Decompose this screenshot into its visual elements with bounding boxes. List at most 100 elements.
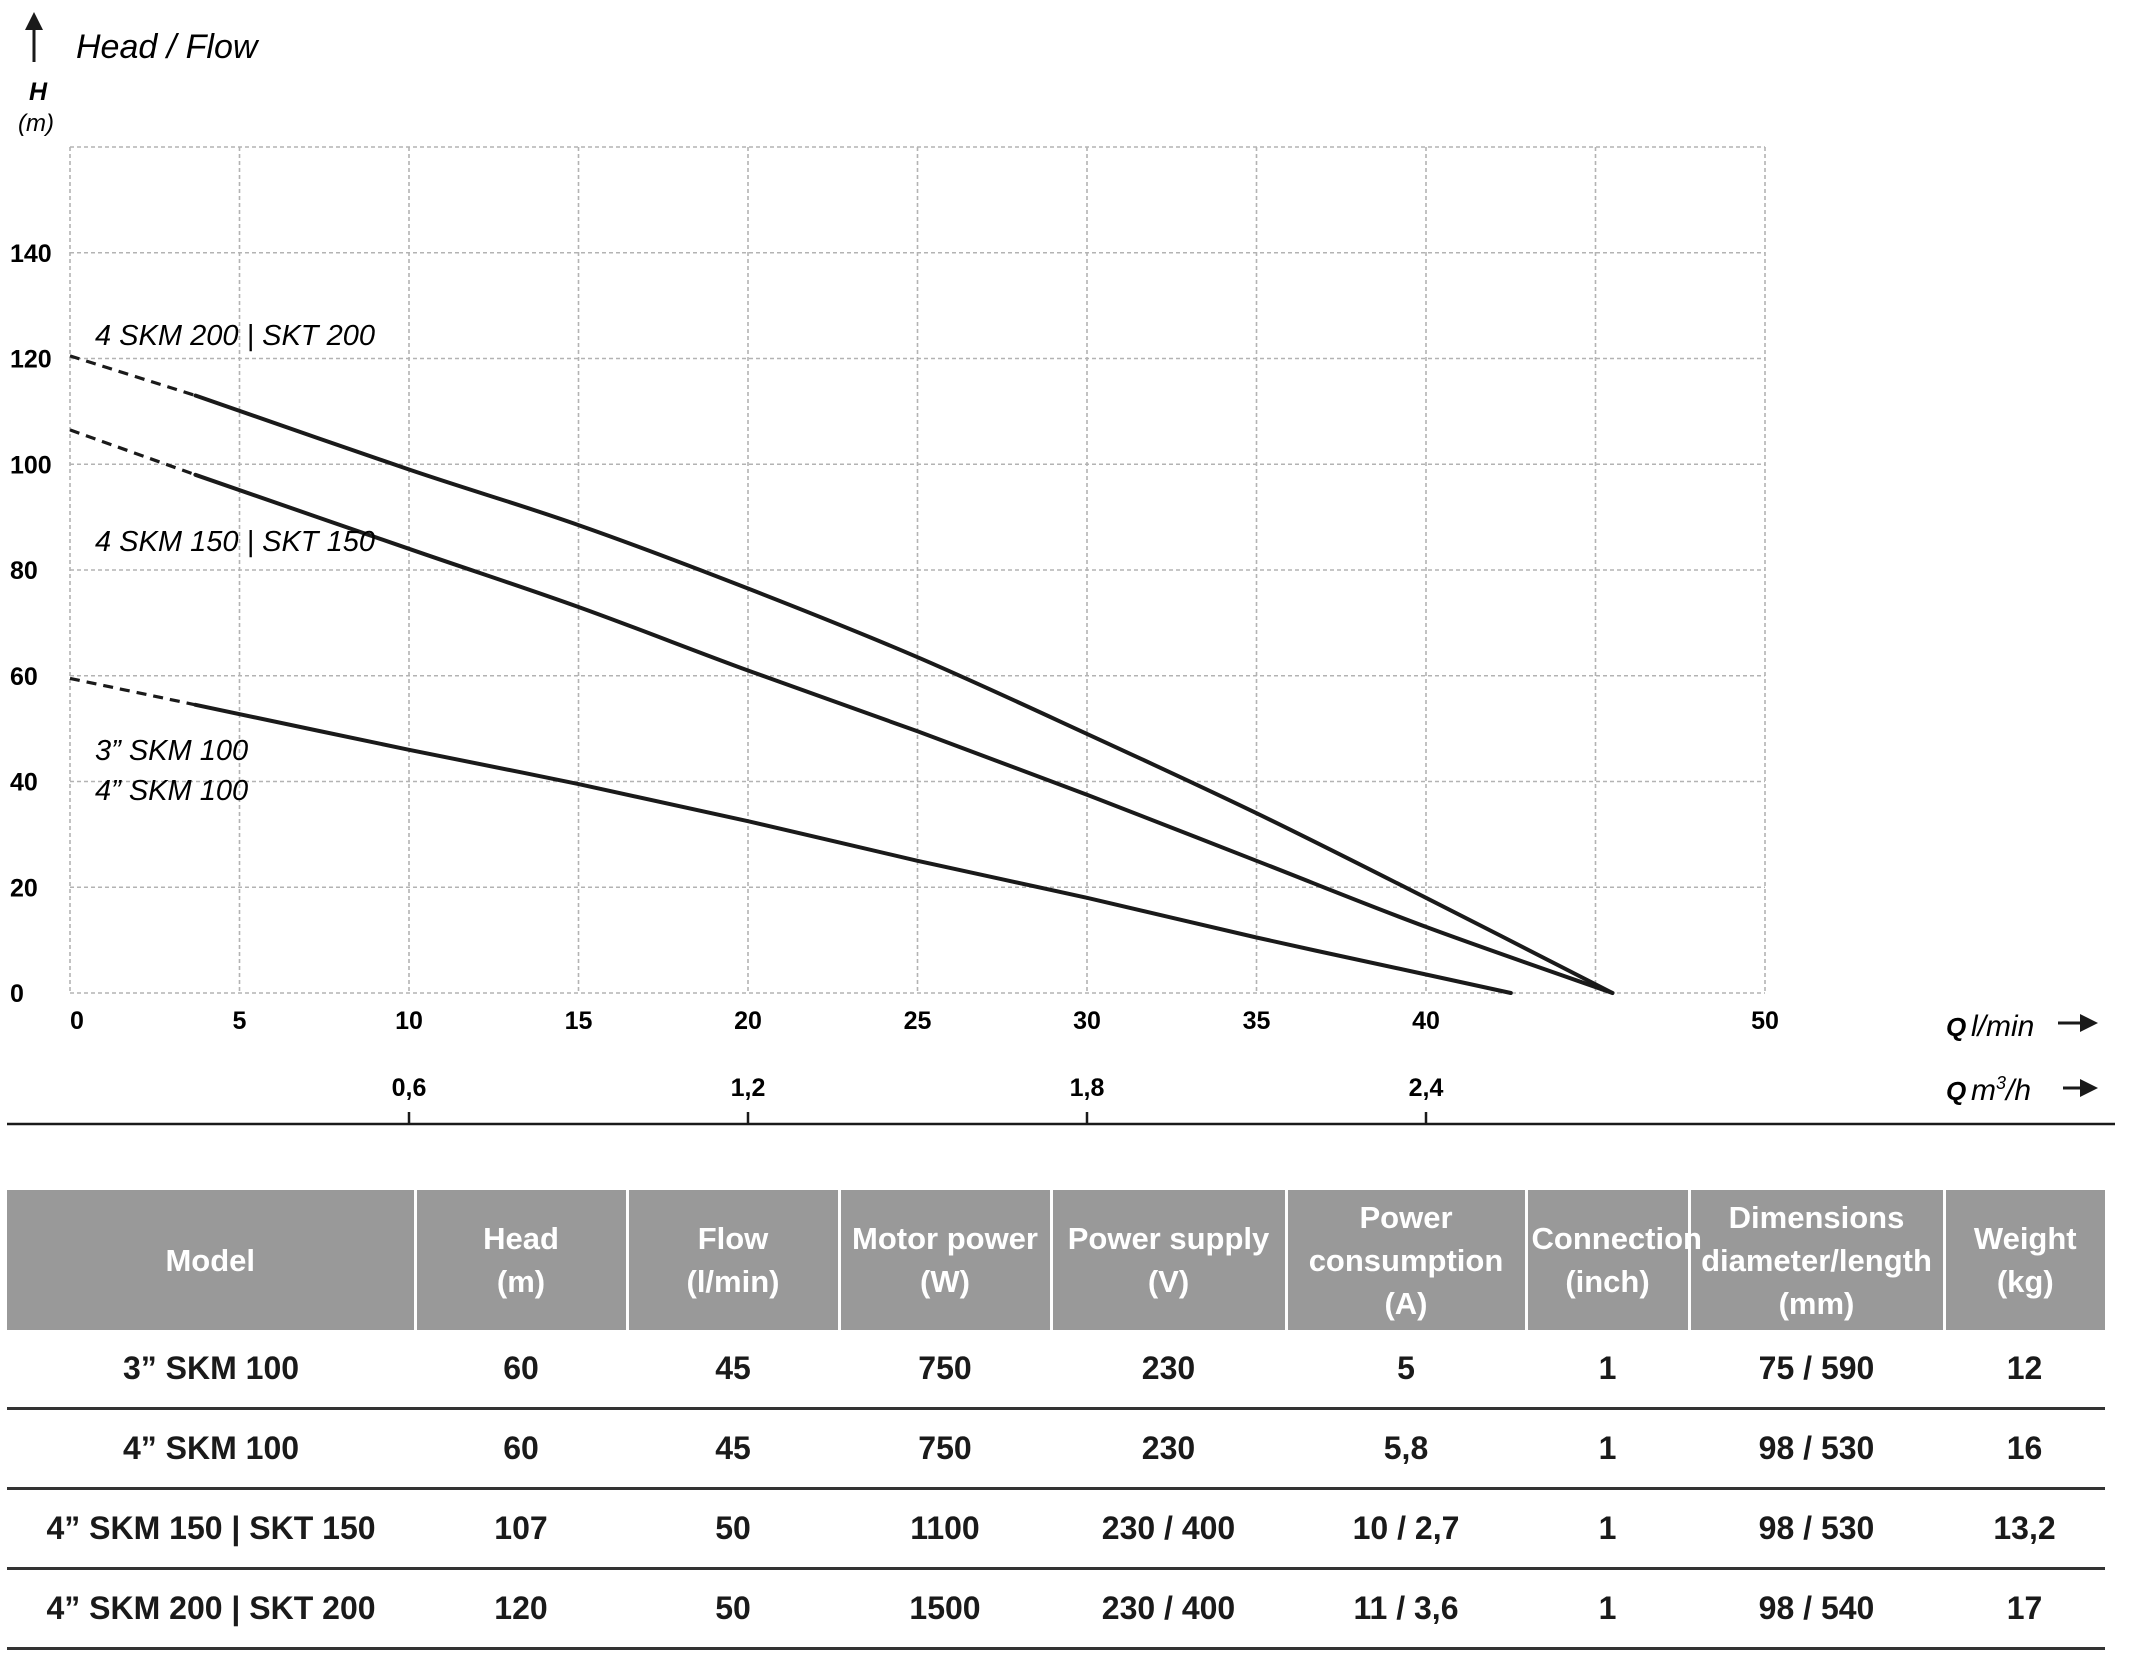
cell-connection: 1: [1526, 1408, 1689, 1490]
cell-dimensions: 98 / 540: [1689, 1568, 1944, 1650]
pump-curve: [193, 393, 1615, 995]
head-flow-chart: Head / Flow H (m) 0 20 40 60 80 100 120 140 0 5 1…: [7, 12, 2115, 1126]
x2-tick-label: 2,4: [1409, 1074, 1444, 1102]
x2-tick-label: 0,6: [392, 1074, 427, 1102]
curve-labels: 4 SKM 200 | SKT 200 4 SKM 150 | SKT 150 3”…: [95, 320, 375, 807]
cell-head: 107: [415, 1488, 627, 1570]
pump-curve-dashed-segment: [69, 354, 196, 398]
specification-table: Model Head (m) Flow (l/min) Motor power …: [7, 1190, 2105, 1650]
x2-tick-label: 1,2: [731, 1074, 766, 1102]
cell-connection: 1: [1526, 1330, 1689, 1410]
x-axis-arrow-lmin: [2058, 1014, 2098, 1032]
cell-connection: 1: [1526, 1568, 1689, 1650]
x2-tick-labels: 0,6 1,2 1,8 2,4: [392, 1074, 1444, 1124]
x-tick-label: 10: [395, 1007, 423, 1035]
header-flow: Flow (l/min): [627, 1190, 841, 1330]
cell-motor-power: 750: [839, 1330, 1051, 1410]
pump-curve: [193, 472, 1615, 995]
chart-title: Head / Flow: [76, 28, 260, 66]
x-tick-label: 25: [904, 1007, 932, 1035]
x-tick-label: 20: [734, 1007, 762, 1035]
table-row: 4” SKM 200 | SKT 200 120 50 1500 230 / 4…: [7, 1568, 2105, 1650]
cell-power-supply: 230 / 400: [1051, 1488, 1286, 1570]
cell-model: 3” SKM 100: [7, 1330, 415, 1410]
curve-label: 4 SKM 150 | SKT 150: [95, 526, 375, 558]
cell-dimensions: 98 / 530: [1689, 1408, 1944, 1490]
curve-label: 3” SKM 100: [95, 735, 248, 767]
curve-label: 4 SKM 200 | SKT 200: [95, 320, 375, 352]
y-tick-label: 120: [10, 346, 52, 374]
svg-text:m3/h: m3/h: [1971, 1073, 2031, 1107]
cell-model: 4” SKM 150 | SKT 150: [7, 1488, 415, 1570]
y-tick-label: 140: [10, 240, 52, 268]
y-tick-label: 0: [10, 980, 24, 1008]
cell-motor-power: 750: [839, 1408, 1051, 1490]
cell-flow: 50: [627, 1488, 839, 1570]
cell-weight: 12: [1944, 1330, 2105, 1410]
x-axis-label-lmin: Q l/min: [1946, 1010, 2034, 1043]
cell-flow: 50: [627, 1568, 839, 1650]
x2-tick-label: 1,8: [1070, 1074, 1105, 1102]
x-tick-label: 15: [565, 1007, 593, 1035]
x-tick-label: 0: [70, 1007, 84, 1035]
header-head: Head (m): [415, 1190, 629, 1330]
y-tick-label: 100: [10, 451, 52, 479]
table-header-row: Model Head (m) Flow (l/min) Motor power …: [7, 1190, 2105, 1330]
x-tick-label: 30: [1073, 1007, 1101, 1035]
cell-dimensions: 75 / 590: [1689, 1330, 1944, 1410]
y-tick-labels: 0 20 40 60 80 100 120 140: [10, 240, 52, 1008]
cell-power-supply: 230: [1051, 1330, 1286, 1410]
y-tick-label: 40: [10, 769, 38, 797]
x-tick-label: 5: [233, 1007, 247, 1035]
cell-connection: 1: [1526, 1488, 1689, 1570]
y-tick-label: 80: [10, 557, 38, 585]
svg-text:Q: Q: [1946, 1012, 1966, 1042]
curve-label: 4” SKM 100: [95, 775, 248, 807]
pump-curve: [193, 702, 1513, 995]
cell-head: 120: [415, 1568, 627, 1650]
header-weight: Weight (kg): [1944, 1190, 2105, 1330]
cell-weight: 16: [1944, 1408, 2105, 1490]
cell-dimensions: 98 / 530: [1689, 1488, 1944, 1570]
table-row: 4” SKM 150 | SKT 150 107 50 1100 230 / 4…: [7, 1488, 2105, 1570]
pump-curves: [69, 354, 1615, 995]
cell-flow: 45: [627, 1408, 839, 1490]
svg-text:l/min: l/min: [1971, 1010, 2034, 1043]
chart-grid: [69, 146, 1766, 994]
x-tick-label: 35: [1243, 1007, 1271, 1035]
x-tick-label: 40: [1412, 1007, 1440, 1035]
pump-curve-dashed-segment: [69, 676, 196, 707]
x-tick-labels: 0 5 10 15 20 25 30 35 40 50: [70, 1007, 1779, 1035]
cell-motor-power: 1100: [839, 1488, 1051, 1570]
table-row: 3” SKM 100 60 45 750 230 5 1 75 / 590 12: [7, 1330, 2105, 1410]
table-row: 4” SKM 100 60 45 750 230 5,8 1 98 / 530 …: [7, 1408, 2105, 1490]
y-tick-label: 20: [10, 874, 38, 902]
cell-head: 60: [415, 1408, 627, 1490]
cell-power-consumption: 10 / 2,7: [1286, 1488, 1526, 1570]
cell-power-supply: 230 / 400: [1051, 1568, 1286, 1650]
cell-motor-power: 1500: [839, 1568, 1051, 1650]
header-dimensions: Dimensions diameter/length (mm): [1689, 1190, 1946, 1330]
header-power-supply: Power supply (V): [1051, 1190, 1288, 1330]
cell-weight: 17: [1944, 1568, 2105, 1650]
pump-curve-dashed-segment: [69, 428, 196, 477]
cell-weight: 13,2: [1944, 1488, 2105, 1570]
cell-flow: 45: [627, 1330, 839, 1410]
x-axis-label-m3h: Q m3/h: [1946, 1073, 2031, 1107]
cell-model: 4” SKM 100: [7, 1408, 415, 1490]
cell-power-supply: 230: [1051, 1408, 1286, 1490]
cell-power-consumption: 5: [1286, 1330, 1526, 1410]
header-motor-power: Motor power (W): [839, 1190, 1053, 1330]
x-axis-arrow-m3h: [2063, 1079, 2098, 1097]
header-power-consumption: Power consumption (A): [1286, 1190, 1528, 1330]
cell-power-consumption: 5,8: [1286, 1408, 1526, 1490]
x-tick-label: 50: [1751, 1007, 1779, 1035]
cell-head: 60: [415, 1330, 627, 1410]
svg-text:Q: Q: [1946, 1076, 1966, 1106]
y-tick-label: 60: [10, 663, 38, 691]
header-model: Model: [7, 1190, 417, 1330]
y-axis-unit: (m): [18, 110, 54, 137]
cell-model: 4” SKM 200 | SKT 200: [7, 1568, 415, 1650]
header-connection: Connection (inch): [1526, 1190, 1702, 1330]
y-axis-arrow: [25, 12, 43, 62]
